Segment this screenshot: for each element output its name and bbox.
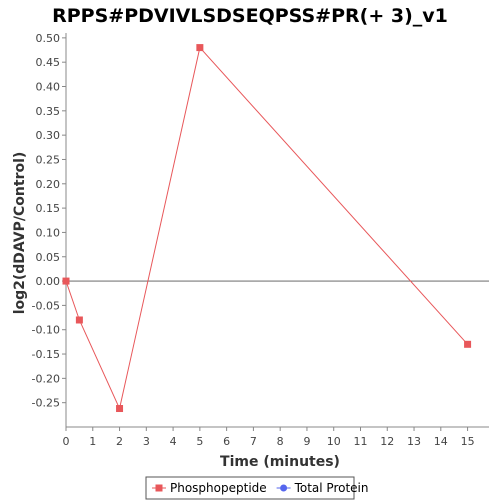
x-tick-label: 7 — [250, 435, 257, 448]
y-tick-label: 0.35 — [36, 105, 61, 118]
x-tick-label: 10 — [327, 435, 341, 448]
y-tick-label: 0.20 — [36, 178, 61, 191]
plot-area: 0.50 0.45 0.40 0.35 0.30 0.25 0.20 0.15 0.10 0.05… — [32, 32, 489, 448]
legend-box — [145, 476, 355, 500]
y-tick-label: -0.20 — [32, 372, 60, 385]
y-tick-label: 0.25 — [36, 153, 61, 166]
y-tick-label: 0.10 — [36, 226, 61, 239]
x-tick-label: 13 — [407, 435, 421, 448]
y-tick-label: 0.40 — [36, 81, 61, 94]
x-axis-label: Time (minutes) — [220, 454, 340, 470]
data-point — [196, 44, 204, 52]
legend-entry-label: Total Protein — [294, 481, 369, 495]
y-tick-label: -0.15 — [32, 348, 60, 361]
y-tick-label: 0.15 — [36, 202, 61, 215]
y-tick-label: -0.25 — [32, 397, 60, 410]
x-tick-label: 2 — [116, 435, 123, 448]
data-point — [75, 316, 83, 324]
x-tick-label: 8 — [277, 435, 284, 448]
x-tick-label: 0 — [63, 435, 70, 448]
x-tick-label: 14 — [434, 435, 448, 448]
data-point — [62, 277, 70, 285]
legend-swatch-marker — [155, 484, 163, 492]
y-tick-label: 0.45 — [36, 56, 61, 69]
y-tick-label: 0.05 — [36, 251, 61, 264]
x-tick-label: 1 — [89, 435, 96, 448]
y-axis-label: log2(dDAVP/Control) — [12, 152, 28, 315]
chart-title: RPPS#PDVIVLSDSEQPSS#PR(+ 3)_v1 — [52, 5, 448, 27]
y-tick-label: 0.00 — [36, 275, 61, 288]
series-line — [65, 46, 468, 411]
data-point — [116, 405, 124, 413]
x-tick-label: 3 — [143, 435, 150, 448]
y-tick-label: -0.10 — [32, 324, 60, 337]
x-tick-label: 12 — [380, 435, 394, 448]
x-tick-label: 9 — [303, 435, 310, 448]
data-point — [464, 340, 472, 348]
x-tick-label: 4 — [170, 435, 177, 448]
y-tick-label: -0.05 — [32, 299, 60, 312]
x-tick-label: 6 — [223, 435, 230, 448]
y-tick-label: 0.50 — [36, 32, 61, 45]
legend-swatch-marker — [280, 484, 288, 492]
x-tick-label: 15 — [461, 435, 475, 448]
legend: Phosphopeptide Total Protein — [145, 476, 369, 500]
x-tick-label: 5 — [196, 435, 203, 448]
legend-entry-label: Phosphopeptide — [170, 481, 267, 495]
y-tick-label: 0.30 — [36, 129, 61, 142]
x-tick-label: 11 — [353, 435, 367, 448]
